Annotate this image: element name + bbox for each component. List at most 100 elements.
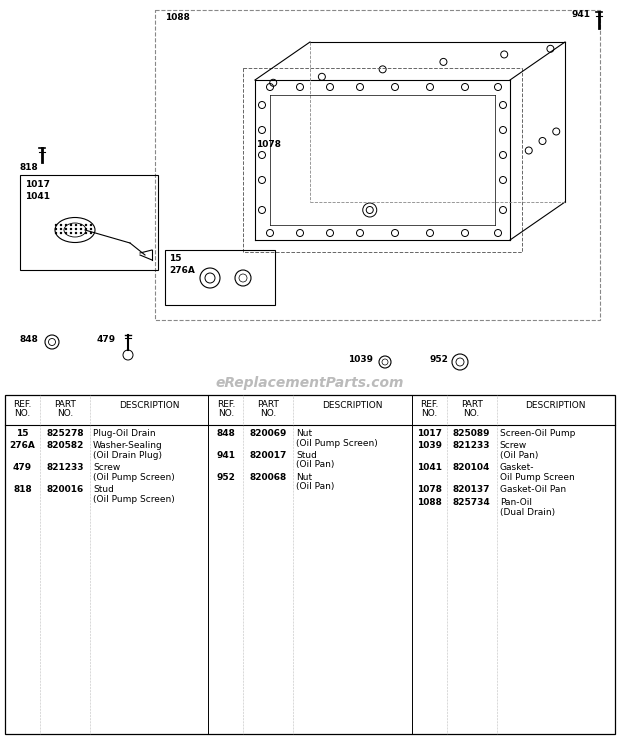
Text: 1078: 1078 [256, 140, 281, 149]
Text: 848: 848 [20, 335, 39, 344]
Circle shape [75, 224, 78, 226]
Circle shape [55, 228, 57, 230]
Circle shape [70, 228, 72, 230]
Text: REF.: REF. [216, 400, 235, 409]
Text: 820582: 820582 [46, 441, 84, 451]
Text: 1039: 1039 [348, 355, 373, 364]
Text: (Oil Pan): (Oil Pan) [296, 483, 335, 492]
Circle shape [70, 224, 72, 226]
Text: 15: 15 [169, 254, 182, 263]
Bar [165, 250, 275, 305]
Text: 1041: 1041 [25, 192, 50, 201]
Text: 820068: 820068 [250, 473, 287, 482]
Text: 1078: 1078 [417, 486, 441, 495]
Circle shape [65, 228, 67, 230]
Text: Plug-Oil Drain: Plug-Oil Drain [93, 429, 156, 438]
Text: 1088: 1088 [165, 13, 190, 22]
Circle shape [75, 228, 78, 230]
Circle shape [90, 232, 92, 234]
Text: Gasket-Oil Pan: Gasket-Oil Pan [500, 486, 566, 495]
Circle shape [85, 228, 87, 230]
Text: 276A: 276A [9, 441, 35, 451]
Text: 952: 952 [430, 355, 449, 364]
Text: 820137: 820137 [453, 486, 490, 495]
Text: Washer-Sealing: Washer-Sealing [93, 441, 162, 451]
Circle shape [60, 232, 62, 234]
Text: Stud: Stud [296, 451, 317, 460]
Text: (Oil Pump Screen): (Oil Pump Screen) [296, 438, 378, 447]
Text: (Oil Pan): (Oil Pan) [500, 451, 538, 460]
Bar [155, 10, 600, 320]
Text: 820104: 820104 [453, 464, 490, 472]
Text: Stud: Stud [93, 486, 114, 495]
Text: 1017: 1017 [417, 429, 441, 438]
Text: 1017: 1017 [25, 180, 50, 189]
Circle shape [70, 232, 72, 234]
Text: Screw: Screw [93, 464, 120, 472]
Text: Screen-Oil Pump: Screen-Oil Pump [500, 429, 575, 438]
Text: NO.: NO. [260, 409, 277, 418]
Text: 479: 479 [13, 464, 32, 472]
Text: 1088: 1088 [417, 498, 441, 507]
Text: NO.: NO. [464, 409, 480, 418]
Bar [243, 68, 522, 252]
Text: PART: PART [54, 400, 76, 409]
Text: DESCRIPTION: DESCRIPTION [526, 400, 586, 409]
Text: Pan-Oil: Pan-Oil [500, 498, 532, 507]
Text: 941: 941 [216, 451, 236, 460]
Text: 818: 818 [13, 486, 32, 495]
Text: DESCRIPTION: DESCRIPTION [119, 400, 179, 409]
Circle shape [60, 228, 62, 230]
Text: REF.: REF. [13, 400, 32, 409]
Text: 818: 818 [20, 163, 38, 172]
Text: (Oil Pump Screen): (Oil Pump Screen) [93, 473, 175, 482]
Text: 821233: 821233 [46, 464, 84, 472]
Text: 825734: 825734 [453, 498, 490, 507]
Circle shape [90, 224, 92, 226]
Text: Oil Pump Screen: Oil Pump Screen [500, 473, 574, 482]
Text: 1039: 1039 [417, 441, 441, 451]
Text: (Oil Drain Plug): (Oil Drain Plug) [93, 451, 162, 460]
Text: 820016: 820016 [46, 486, 84, 495]
Circle shape [85, 232, 87, 234]
Text: 825089: 825089 [453, 429, 490, 438]
Text: 821233: 821233 [453, 441, 490, 451]
Circle shape [75, 232, 78, 234]
Circle shape [85, 224, 87, 226]
Text: 825278: 825278 [46, 429, 84, 438]
Circle shape [80, 224, 82, 226]
Text: 1041: 1041 [417, 464, 441, 472]
Text: NO.: NO. [218, 409, 234, 418]
Text: Screw: Screw [500, 441, 527, 451]
Circle shape [65, 224, 67, 226]
Text: 941: 941 [572, 10, 591, 19]
Text: NO.: NO. [57, 409, 73, 418]
Text: REF.: REF. [420, 400, 438, 409]
Text: NO.: NO. [421, 409, 437, 418]
Text: Nut: Nut [296, 429, 312, 438]
Text: DESCRIPTION: DESCRIPTION [322, 400, 383, 409]
Text: (Oil Pump Screen): (Oil Pump Screen) [93, 495, 175, 504]
Text: PART: PART [257, 400, 279, 409]
Circle shape [55, 232, 57, 234]
Text: NO.: NO. [14, 409, 30, 418]
Text: 952: 952 [216, 473, 235, 482]
Text: PART: PART [461, 400, 482, 409]
Circle shape [80, 228, 82, 230]
Circle shape [80, 232, 82, 234]
Text: (Oil Pan): (Oil Pan) [296, 461, 335, 469]
Circle shape [90, 228, 92, 230]
Text: Gasket-: Gasket- [500, 464, 534, 472]
Text: 15: 15 [16, 429, 29, 438]
Text: Nut: Nut [296, 473, 312, 482]
Text: 820017: 820017 [250, 451, 287, 460]
Bar [20, 175, 158, 270]
Circle shape [65, 232, 67, 234]
Text: (Dual Drain): (Dual Drain) [500, 507, 555, 516]
Bar [5, 395, 615, 734]
Text: eReplacementParts.com: eReplacementParts.com [216, 376, 404, 390]
Text: 479: 479 [97, 335, 116, 344]
Circle shape [55, 224, 57, 226]
Text: 276A: 276A [169, 266, 195, 275]
Circle shape [60, 224, 62, 226]
